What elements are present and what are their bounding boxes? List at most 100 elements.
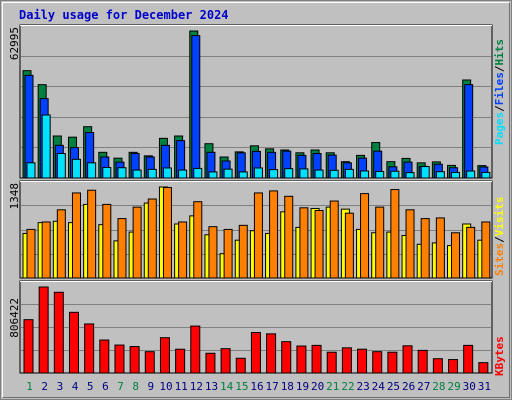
sites-bar-day-21 [329, 200, 339, 279]
legend-label-pages: Pages [493, 112, 506, 145]
pages-bar-day-6 [102, 166, 112, 179]
legend-label-files: Files [493, 72, 506, 105]
pages-bar-day-29 [451, 171, 461, 179]
x-tick-label-day-17: 17 [266, 380, 279, 393]
pages-bar-day-23 [360, 170, 370, 179]
x-tick-label-day-30: 30 [463, 380, 476, 393]
files-bar-day-12 [191, 35, 201, 179]
x-tick-label-day-22: 22 [341, 380, 354, 393]
sites-bar-day-3 [56, 209, 66, 279]
sites-bar-day-1 [26, 228, 36, 279]
x-tick-label-day-28: 28 [432, 380, 445, 393]
legend-label-visits: Visits [493, 197, 506, 237]
sites-bar-day-29 [451, 232, 461, 279]
pages-bar-day-26 [405, 172, 415, 179]
kbytes-bar-day-19 [296, 345, 307, 374]
kbytes-bar-day-21 [326, 351, 337, 374]
pages-bar-day-30 [466, 170, 476, 179]
legend-label-hits: Hits [493, 39, 506, 66]
legend-separator: / [493, 236, 506, 243]
legend-panel-2: Sites/Visits [493, 197, 506, 277]
pages-bar-day-13 [208, 171, 218, 179]
files-bar-day-30 [464, 84, 474, 179]
kbytes-bar-day-10 [159, 337, 170, 374]
pages-bar-day-9 [147, 168, 157, 179]
x-tick-label-day-13: 13 [205, 380, 218, 393]
sites-bar-day-14 [223, 228, 233, 279]
pages-bar-day-15 [238, 171, 248, 179]
pages-bar-day-27 [420, 166, 430, 179]
kbytes-bar-day-30 [463, 344, 474, 374]
kbytes-bar-day-11 [175, 348, 186, 374]
kbytes-bar-day-12 [190, 325, 201, 374]
sites-bar-day-26 [405, 209, 415, 279]
pages-bar-day-8 [132, 169, 142, 179]
x-tick-label-day-11: 11 [175, 380, 188, 393]
kbytes-bar-day-3 [53, 291, 64, 374]
x-tick-label-day-4: 4 [72, 380, 79, 393]
x-tick-label-day-1: 1 [26, 380, 33, 393]
sites-bar-day-25 [390, 189, 400, 279]
sites-bar-day-7 [117, 218, 127, 279]
pages-bar-day-7 [117, 167, 127, 179]
x-tick-label-day-26: 26 [402, 380, 415, 393]
x-tick-label-day-19: 19 [296, 380, 309, 393]
sites-bar-day-24 [375, 206, 385, 279]
sites-bar-day-31 [481, 221, 491, 279]
sites-bar-day-27 [420, 218, 430, 279]
legend-panel-3: KBytes [493, 336, 506, 376]
sites-bar-day-8 [132, 206, 142, 279]
x-tick-label-day-9: 9 [148, 380, 155, 393]
x-tick-label-day-10: 10 [159, 380, 172, 393]
y-max-label-panel-1: 62995 [8, 27, 21, 60]
pages-bar-day-10 [162, 167, 172, 179]
sites-bar-day-16 [253, 192, 263, 279]
pages-bar-day-18 [284, 168, 294, 179]
kbytes-bar-day-8 [129, 346, 140, 374]
x-tick-label-day-24: 24 [372, 380, 386, 393]
pages-bar-day-20 [314, 169, 324, 179]
legend-label-kbytes: KBytes [493, 336, 506, 376]
pages-bar-day-31 [481, 171, 491, 179]
kbytes-bar-day-23 [357, 348, 368, 374]
sites-bar-day-9 [147, 198, 157, 279]
pages-bar-day-24 [375, 170, 385, 179]
kbytes-bar-day-15 [235, 357, 246, 374]
x-tick-label-day-29: 29 [447, 380, 460, 393]
legend-separator: / [493, 65, 506, 72]
kbytes-bar-day-4 [68, 311, 79, 374]
y-max-label-panel-2: 1348 [8, 183, 21, 210]
x-tick-label-day-21: 21 [326, 380, 339, 393]
x-tick-label-day-25: 25 [387, 380, 400, 393]
kbytes-bar-day-29 [448, 359, 459, 374]
kbytes-bar-day-26 [402, 345, 413, 374]
kbytes-bar-day-31 [478, 362, 489, 374]
x-tick-label-day-14: 14 [220, 380, 234, 393]
pages-bar-day-25 [390, 170, 400, 179]
pages-bar-day-5 [87, 162, 97, 179]
kbytes-bar-day-1 [23, 319, 34, 374]
x-tick-label-day-16: 16 [250, 380, 263, 393]
sites-bar-day-18 [284, 195, 294, 279]
sites-bar-day-22 [344, 212, 354, 279]
x-tick-label-day-8: 8 [132, 380, 139, 393]
sites-bar-day-17 [269, 190, 279, 279]
x-tick-label-day-20: 20 [311, 380, 324, 393]
kbytes-bar-day-2 [38, 286, 49, 374]
y-max-label-panel-3: 806422 [8, 298, 21, 338]
pages-bar-day-2 [41, 114, 51, 179]
sites-bar-day-30 [466, 226, 476, 279]
kbytes-bar-day-9 [144, 351, 155, 374]
x-tick-label-day-3: 3 [57, 380, 64, 393]
kbytes-bar-day-20 [311, 344, 322, 374]
legend-label-sites: Sites [493, 243, 506, 276]
kbytes-bar-day-27 [417, 349, 428, 374]
pages-bar-day-19 [299, 168, 309, 179]
x-tick-label-day-31: 31 [478, 380, 491, 393]
pages-bar-day-21 [329, 169, 339, 179]
kbytes-bar-day-28 [432, 358, 443, 374]
pages-bar-day-1 [26, 162, 36, 179]
pages-bar-day-16 [253, 167, 263, 179]
